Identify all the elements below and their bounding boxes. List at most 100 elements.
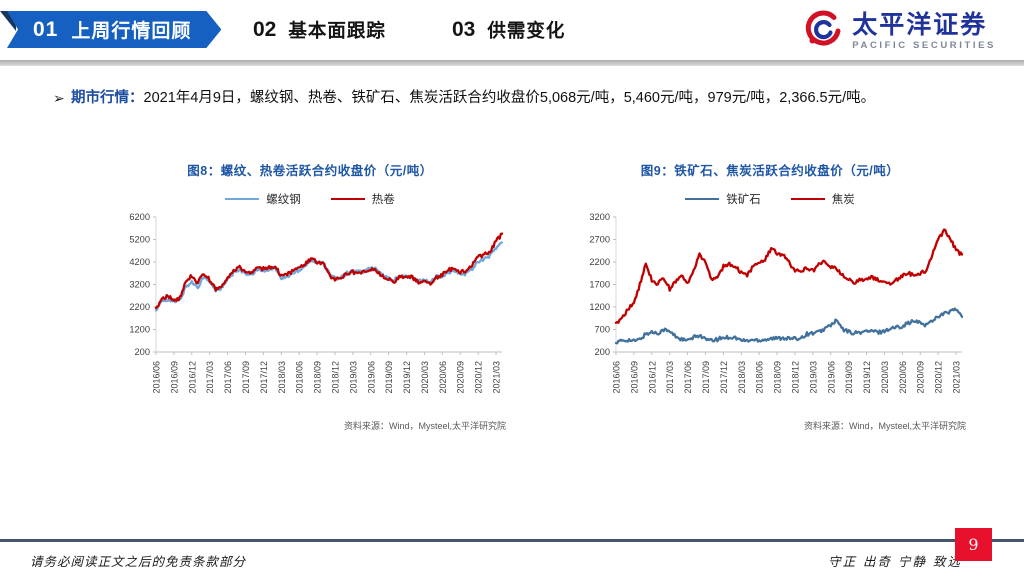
svg-text:2017/12: 2017/12 (259, 361, 269, 394)
svg-text:2017/12: 2017/12 (719, 361, 729, 394)
pacific-securities-logo-icon (803, 9, 843, 54)
tab-section-02[interactable]: 02 基本面跟踪 (253, 11, 386, 48)
svg-text:2018/12: 2018/12 (790, 361, 800, 394)
svg-text:2018/06: 2018/06 (295, 361, 305, 394)
chart-figure-8: 图8：螺纹、热卷活跃合约收盘价（元/吨） 螺纹钢 热卷 6200 5200 4200 3… (110, 160, 510, 432)
svg-text:2016/09: 2016/09 (169, 361, 179, 394)
legend-item: 热卷 (330, 191, 395, 207)
svg-text:2200: 2200 (129, 302, 150, 312)
legend-label: 热卷 (371, 194, 395, 206)
page-number-badge: 9 (955, 528, 992, 561)
svg-text:2016/06: 2016/06 (612, 361, 622, 394)
logo-text: 太平洋证券 PACIFIC SECURITIES (852, 10, 996, 51)
svg-text:700: 700 (594, 325, 610, 335)
svg-text:2018/06: 2018/06 (755, 361, 765, 394)
tab-label: 上周行情回顾 (71, 21, 192, 42)
company-logo: 太平洋证券 PACIFIC SECURITIES (803, 9, 996, 54)
svg-text:3200: 3200 (129, 280, 150, 290)
header: 01 上周行情回顾 02 基本面跟踪 03 供需变化 太平洋证券 PACIFIC… (0, 0, 1024, 60)
svg-text:2017/06: 2017/06 (223, 361, 233, 394)
svg-text:2020/12: 2020/12 (474, 361, 484, 394)
svg-text:2016/12: 2016/12 (647, 361, 657, 394)
svg-text:2020/06: 2020/06 (898, 361, 908, 394)
svg-text:2700: 2700 (589, 235, 610, 245)
svg-text:2018/09: 2018/09 (313, 361, 323, 394)
chart-legend: 螺纹钢 热卷 (110, 192, 510, 206)
svg-text:2019/03: 2019/03 (808, 361, 818, 394)
market-summary-paragraph: ➢ 期市行情：2021年4月9日，螺纹钢、热卷、铁矿石、焦炭活跃合约收盘价5,06… (53, 84, 979, 114)
svg-text:2016/06: 2016/06 (152, 361, 162, 394)
svg-text:6200: 6200 (129, 212, 150, 222)
svg-text:2017/09: 2017/09 (701, 361, 711, 394)
legend-line-swatch (225, 197, 260, 201)
svg-text:1700: 1700 (589, 280, 610, 290)
svg-text:2017/09: 2017/09 (241, 361, 251, 394)
tab-section-01-active[interactable]: 01 上周行情回顾 (7, 11, 221, 48)
logo-chinese-name: 太平洋证券 (852, 10, 988, 39)
legend-label: 螺纹钢 (266, 194, 301, 206)
legend-item: 铁矿石 (685, 191, 761, 207)
svg-text:2020/09: 2020/09 (916, 361, 926, 394)
svg-text:2020/03: 2020/03 (880, 361, 890, 394)
footer-motto: 守正 出奇 宁静 致远 (828, 554, 962, 569)
svg-text:2019/09: 2019/09 (384, 361, 394, 394)
svg-text:2021/03: 2021/03 (952, 361, 962, 394)
tab-number: 02 (253, 17, 277, 41)
svg-text:2020/03: 2020/03 (420, 361, 430, 394)
svg-text:200: 200 (594, 347, 610, 357)
svg-text:2017/06: 2017/06 (683, 361, 693, 394)
svg-text:1200: 1200 (589, 302, 610, 312)
legend-label: 铁矿石 (726, 194, 761, 206)
legend-item: 焦炭 (790, 191, 855, 207)
header-divider-bar (0, 60, 1024, 66)
footer-divider-line (0, 539, 1024, 542)
svg-text:2200: 2200 (589, 257, 610, 267)
svg-text:2016/09: 2016/09 (629, 361, 639, 394)
paragraph-text: 2021年4月9日，螺纹钢、热卷、铁矿石、焦炭活跃合约收盘价5,068元/吨，5… (143, 90, 876, 106)
chart-title: 图9：铁矿石、焦炭活跃合约收盘价（元/吨） (640, 164, 900, 178)
chart-source: 资料来源：Wind，Mysteel,太平洋研究院 (803, 421, 966, 431)
svg-text:2017/03: 2017/03 (665, 361, 675, 394)
tab-number: 03 (452, 17, 476, 41)
svg-text:2016/12: 2016/12 (187, 361, 197, 394)
svg-text:2018/12: 2018/12 (330, 361, 340, 394)
legend-line-swatch (330, 197, 365, 201)
svg-text:2017/03: 2017/03 (205, 361, 215, 394)
svg-text:4200: 4200 (129, 257, 150, 267)
svg-text:2019/12: 2019/12 (402, 361, 412, 394)
legend-label: 焦炭 (831, 194, 855, 206)
tab-number: 01 (33, 17, 59, 41)
legend-line-swatch (685, 197, 720, 201)
svg-text:2018/03: 2018/03 (737, 361, 747, 394)
tab-label: 供需变化 (487, 19, 566, 41)
svg-text:2019/06: 2019/06 (366, 361, 376, 394)
chart-legend: 铁矿石 焦炭 (570, 192, 970, 206)
svg-text:2018/03: 2018/03 (277, 361, 287, 394)
svg-text:200: 200 (134, 347, 150, 357)
svg-text:5200: 5200 (129, 235, 150, 245)
svg-text:3200: 3200 (589, 212, 610, 222)
tab-label: 基本面跟踪 (288, 19, 386, 41)
svg-text:2019/12: 2019/12 (862, 361, 872, 394)
logo-english-name: PACIFIC SECURITIES (852, 39, 996, 51)
svg-text:2018/09: 2018/09 (773, 361, 783, 394)
bullet-arrow-icon: ➢ (53, 90, 65, 106)
svg-text:2021/03: 2021/03 (492, 361, 502, 394)
chart-figure-9: 图9：铁矿石、焦炭活跃合约收盘价（元/吨） 铁矿石 焦炭 3200 2700 2200… (570, 160, 970, 432)
legend-line-swatch (790, 197, 825, 201)
tab-section-03[interactable]: 03 供需变化 (452, 11, 565, 48)
chart-source: 资料来源：Wind，Mysteel,太平洋研究院 (343, 421, 506, 431)
svg-text:2019/06: 2019/06 (826, 361, 836, 394)
svg-text:2020/06: 2020/06 (438, 361, 448, 394)
svg-text:1200: 1200 (129, 325, 150, 335)
line-chart: 6200 5200 4200 3200 2200 1200 200 2016/06 2016/0… (110, 210, 510, 417)
svg-text:2020/09: 2020/09 (456, 361, 466, 394)
chart-title: 图8：螺纹、热卷活跃合约收盘价（元/吨） (187, 164, 433, 178)
footer-disclaimer: 请务必阅读正文之后的免责条款部分 (30, 554, 247, 569)
paragraph-label: 期市行情： (71, 90, 144, 106)
svg-text:2020/12: 2020/12 (934, 361, 944, 394)
legend-item: 螺纹钢 (225, 191, 301, 207)
line-chart: 3200 2700 2200 1700 1200 700 200 2016/06 2016/09… (570, 210, 970, 417)
svg-text:2019/09: 2019/09 (844, 361, 854, 394)
